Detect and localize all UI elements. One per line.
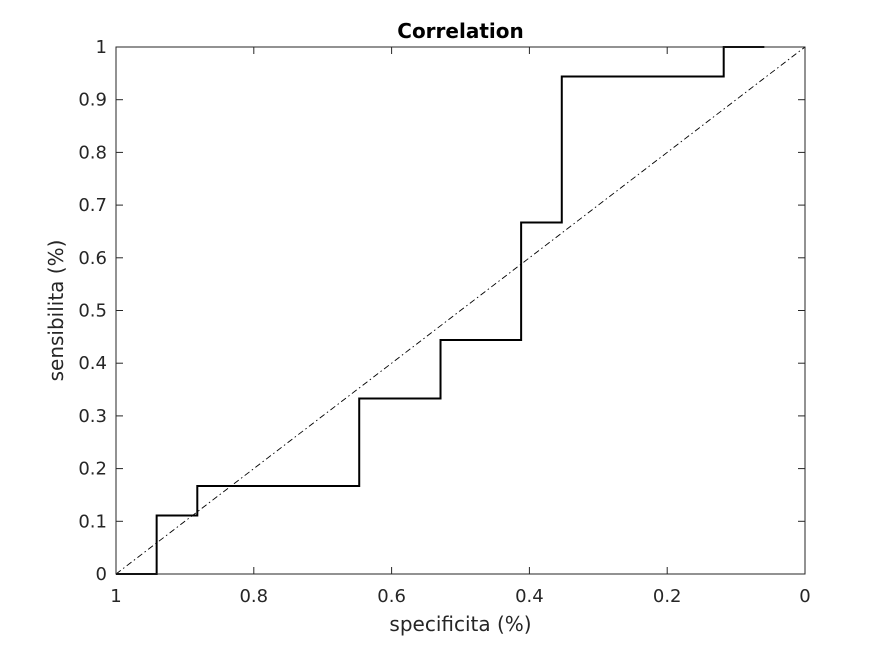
y-tick-label: 0.4 — [78, 353, 107, 374]
x-axis-ticks: 1 0.8 0.6 0.4 0.2 0 — [110, 47, 811, 607]
y-axis-ticks: 0 0.1 0.2 0.3 0.4 0.5 0.6 0.7 0.8 0.9 1 — [78, 37, 805, 585]
y-tick-label: 0.6 — [78, 248, 107, 269]
y-tick-label: 0.1 — [78, 511, 107, 532]
x-tick-label: 0.6 — [377, 586, 406, 607]
y-tick-label: 0.9 — [78, 90, 107, 111]
y-axis-label: sensibilita (%) — [44, 240, 68, 382]
x-tick-label: 0 — [799, 586, 810, 607]
x-tick-label: 0.8 — [239, 586, 268, 607]
chart-title: Correlation — [397, 19, 523, 43]
y-tick-label: 0.8 — [78, 142, 107, 163]
reference-diagonal-line — [115, 46, 806, 575]
y-tick-label: 1 — [96, 37, 107, 58]
x-tick-label: 0.2 — [653, 586, 682, 607]
roc-curve-line — [116, 46, 765, 575]
y-tick-label: 0.5 — [78, 301, 107, 322]
x-tick-label: 1 — [110, 586, 121, 607]
y-tick-label: 0 — [96, 564, 107, 585]
x-axis-label: specificita (%) — [389, 612, 531, 636]
y-tick-label: 0.7 — [78, 195, 107, 216]
y-tick-label: 0.3 — [78, 406, 107, 427]
series-layer — [115, 46, 806, 575]
x-tick-label: 0.4 — [515, 586, 544, 607]
y-tick-label: 0.2 — [78, 459, 107, 480]
